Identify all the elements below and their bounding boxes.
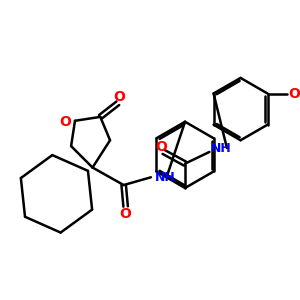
Text: O: O — [155, 140, 167, 154]
Text: NH: NH — [155, 171, 176, 184]
Text: O: O — [113, 90, 125, 104]
Text: O: O — [59, 115, 71, 129]
Text: NH: NH — [211, 142, 232, 154]
Text: O: O — [288, 88, 300, 101]
Text: O: O — [120, 207, 132, 221]
